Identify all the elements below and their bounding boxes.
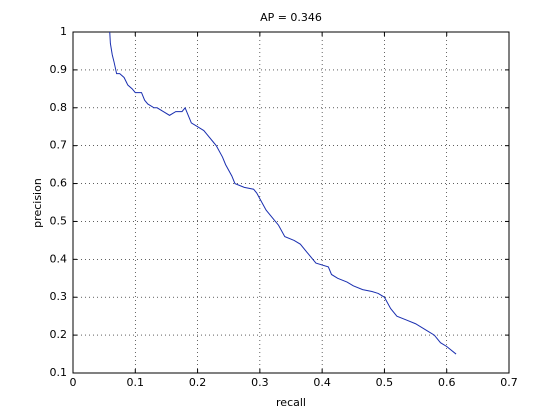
x-tick-label: 0.3 [251, 376, 269, 389]
y-tick-label: 0.4 [50, 252, 68, 265]
x-tick-label: 0.4 [313, 376, 331, 389]
y-tick-label: 0.9 [50, 63, 68, 76]
y-tick-label: 0.7 [50, 139, 68, 152]
x-tick-label: 0.2 [189, 376, 207, 389]
y-axis-label: precision [31, 178, 44, 228]
x-axis-label: recall [276, 396, 306, 409]
y-tick-label: 1 [60, 25, 67, 38]
y-tick-label: 0.1 [50, 366, 68, 379]
y-tick-label: 0.5 [50, 214, 68, 227]
y-tick-label: 0.3 [50, 290, 68, 303]
x-tick-label: 0.1 [127, 376, 145, 389]
y-tick-label: 0.6 [50, 177, 68, 190]
y-tick-label: 0.2 [50, 328, 68, 341]
chart-title: AP = 0.346 [260, 11, 322, 24]
x-tick-label: 0.7 [500, 376, 518, 389]
pr-curve [109, 31, 457, 355]
plot-frame [72, 31, 510, 374]
x-tick-label: 0.6 [438, 376, 456, 389]
x-tick-label: 0.5 [376, 376, 394, 389]
x-tick-label: 0 [70, 376, 77, 389]
y-tick-label: 0.8 [50, 101, 68, 114]
